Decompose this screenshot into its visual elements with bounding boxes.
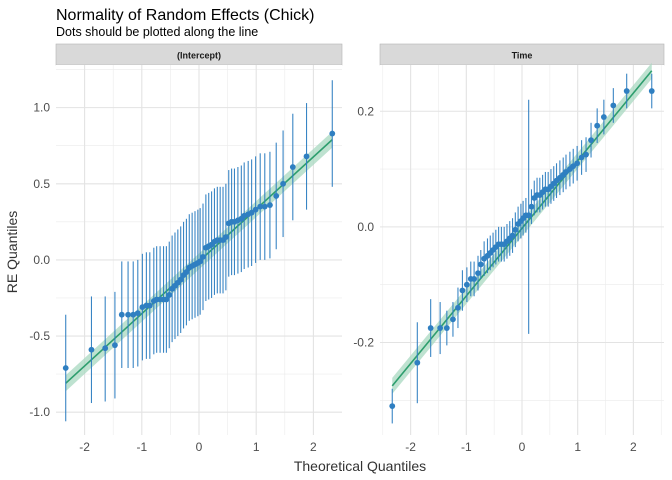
panel-intercept: (Intercept) -2 -1 0 1 2 -1.0 -0.5 0.0 0.5 1.0	[29, 43, 343, 454]
data-point	[102, 345, 109, 352]
y-axis-title: RE Quantiles	[4, 211, 20, 293]
data-point	[252, 206, 259, 213]
data-point	[525, 212, 532, 219]
x-tick-label: 2	[630, 440, 637, 454]
data-point	[389, 403, 396, 409]
data-point	[163, 296, 170, 303]
data-point	[463, 281, 470, 288]
data-point	[261, 203, 268, 210]
data-point	[125, 311, 131, 318]
x-tick-label: -2	[79, 440, 90, 454]
data-point	[118, 311, 125, 318]
data-point	[280, 180, 286, 187]
x-tick-label: 1	[574, 440, 581, 454]
y-tick-label: -0.2	[353, 336, 374, 350]
data-point	[303, 153, 310, 160]
data-point	[528, 203, 535, 210]
y-tick-label: -1.0	[29, 405, 50, 419]
x-tick-label: 0	[519, 440, 526, 454]
x-tick-label: -1	[461, 440, 472, 454]
data-point	[88, 346, 95, 353]
x-tick-label: 0	[196, 440, 203, 454]
data-point	[475, 270, 481, 277]
data-point	[509, 232, 516, 239]
x-tick-label: 2	[310, 440, 317, 454]
data-point	[427, 325, 434, 331]
x-tick-label: -1	[136, 440, 147, 454]
data-point	[112, 342, 118, 349]
chart-subtitle: Dots should be plotted along the line	[56, 25, 258, 39]
data-point	[578, 154, 585, 161]
data-point	[200, 253, 206, 260]
y-tick-label: -0.5	[29, 329, 50, 343]
chart-title: Normality of Random Effects (Chick)	[56, 7, 314, 24]
facet-strip-label: (Intercept)	[177, 51, 221, 61]
data-point	[455, 304, 461, 311]
data-point	[623, 88, 630, 94]
data-point	[459, 287, 466, 294]
data-point	[450, 316, 456, 323]
data-point	[130, 311, 137, 318]
x-tick-label: 1	[253, 440, 260, 454]
data-point	[177, 276, 184, 283]
data-point	[329, 130, 336, 137]
data-point	[222, 234, 229, 240]
data-point	[197, 258, 204, 265]
data-point	[583, 151, 589, 158]
y-tick-label: 0.5	[33, 177, 50, 191]
data-point	[134, 310, 141, 317]
data-point	[594, 122, 601, 129]
y-tick-label: 0.2	[357, 104, 374, 118]
y-tick-label: 0.0	[33, 253, 50, 267]
data-point	[610, 102, 617, 109]
panel-time: Time -2 -1 0 1 2 -0.2 0.0 0.2	[353, 43, 665, 454]
data-point	[588, 137, 594, 144]
data-point	[437, 325, 444, 331]
data-point	[512, 226, 519, 233]
panels: (Intercept) -2 -1 0 1 2 -1.0 -0.5 0.0 0.5 1.0 Time -…	[29, 43, 665, 454]
data-point	[414, 359, 421, 366]
data-point	[471, 276, 478, 282]
data-point	[477, 261, 484, 268]
reference-line	[391, 70, 653, 387]
x-axis-title: Theoretical Quantiles	[294, 458, 426, 474]
data-point	[267, 202, 273, 208]
data-point	[146, 302, 153, 309]
y-tick-label: 1.0	[33, 101, 50, 115]
data-point	[600, 114, 607, 120]
data-point	[443, 325, 450, 331]
data-point	[273, 193, 280, 199]
data-point	[289, 164, 296, 170]
y-tick-label: 0.0	[357, 220, 374, 234]
facet-strip-label: Time	[512, 51, 533, 61]
data-point	[62, 365, 69, 371]
data-point	[166, 292, 173, 298]
data-point	[574, 160, 581, 167]
data-point	[648, 88, 655, 94]
data-point	[183, 269, 190, 275]
data-point	[248, 209, 255, 216]
x-tick-label: -2	[405, 440, 416, 454]
data-point	[257, 203, 264, 210]
